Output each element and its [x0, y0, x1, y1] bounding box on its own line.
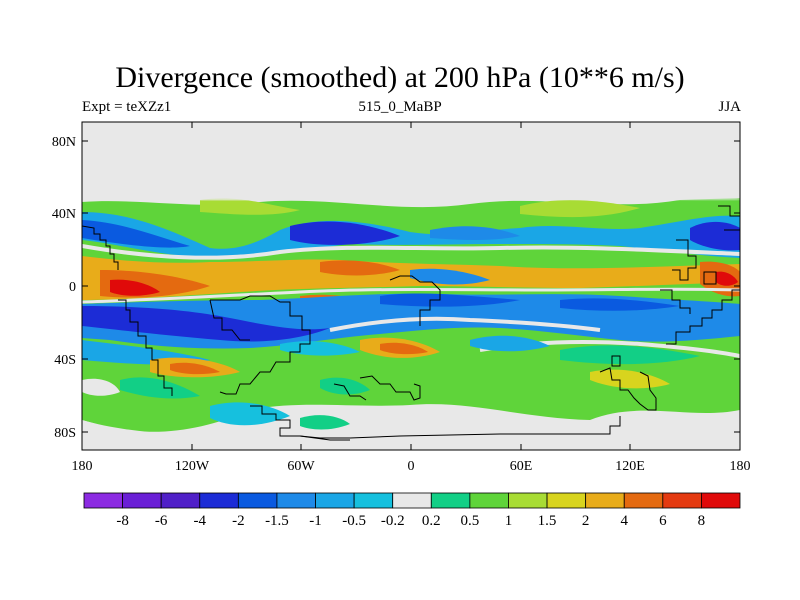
colorbar-swatch	[508, 492, 548, 509]
lat-label-40n: 40N	[52, 207, 76, 222]
lat-label-0: 0	[69, 280, 76, 295]
colorbar-label: 0.5	[461, 513, 480, 529]
colorbar-swatch	[469, 492, 509, 509]
colorbar-label: -0.5	[342, 513, 366, 529]
colorbar-label: 0.2	[422, 513, 441, 529]
lon-label-120w: 120W	[175, 459, 210, 474]
colorbar-swatch	[623, 492, 664, 509]
colorbar-label: 6	[659, 513, 667, 529]
colorbar-swatch	[392, 492, 432, 509]
colorbar-label: -6	[155, 513, 168, 529]
colorbar-label: -4	[194, 513, 207, 529]
colorbar-swatch	[353, 492, 394, 509]
lat-label-80n: 80N	[52, 135, 76, 150]
colorbar-swatch	[662, 492, 702, 509]
colorbar-label: 4	[620, 513, 628, 529]
colorbar-label: -2	[232, 513, 245, 529]
colorbar-label: -0.2	[381, 513, 405, 529]
colorbar-swatch	[546, 492, 587, 509]
lon-label-60w: 60W	[287, 459, 315, 474]
divergence-field	[82, 122, 740, 450]
colorbar: -8 -6 -4 -2 -1.5 -1 -0.5 -0.2 0.2 0.5 1 1.5 2 4 6 8	[83, 492, 741, 529]
colorbar-swatch	[276, 492, 316, 509]
longitude-axis: 180 120W 60W 0 60E 120E 180	[72, 122, 751, 474]
lat-label-80s: 80S	[54, 426, 76, 441]
lon-label-180e: 180	[730, 459, 751, 474]
colorbar-label: 1	[505, 513, 513, 529]
period-label: 515_0_MaBP	[358, 99, 442, 115]
colorbar-swatch	[199, 492, 239, 509]
latitude-axis: 80N 40N 0 40S 80S	[52, 135, 740, 441]
colorbar-label: 1.5	[538, 513, 557, 529]
colorbar-swatch	[315, 492, 355, 509]
coastlines	[82, 205, 740, 441]
colorbar-swatch	[585, 492, 625, 509]
experiment-label: Expt = teXZz1	[82, 99, 172, 115]
lon-label-0: 0	[408, 459, 415, 474]
colorbar-label: -8	[116, 513, 129, 529]
colorbar-swatch	[122, 492, 162, 509]
colorbar-swatch	[83, 492, 123, 509]
lon-label-60e: 60E	[510, 459, 533, 474]
lat-label-40s: 40S	[54, 353, 76, 368]
colorbar-swatch	[237, 492, 278, 509]
lon-label-180w: 180	[72, 459, 93, 474]
colorbar-label: -1	[309, 513, 322, 529]
colorbar-label: -1.5	[265, 513, 289, 529]
colorbar-label: 8	[698, 513, 706, 529]
colorbar-swatch	[160, 492, 201, 509]
colorbar-swatch	[430, 492, 471, 509]
colorbar-label: 2	[582, 513, 590, 529]
plot-title: Divergence (smoothed) at 200 hPa (10**6 …	[115, 61, 685, 94]
season-label: JJA	[718, 99, 741, 115]
lon-label-120e: 120E	[615, 459, 645, 474]
colorbar-swatch	[701, 492, 741, 509]
